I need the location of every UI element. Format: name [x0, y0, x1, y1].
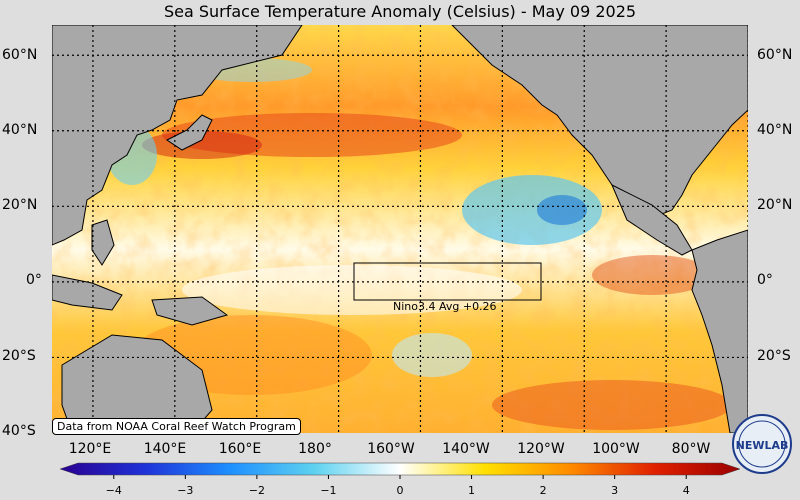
lon-label-120e: 120°E	[68, 441, 112, 457]
newlab-logo: NEWLAB	[731, 413, 793, 475]
lon-label-160w: 160°W	[367, 441, 415, 457]
lat-label-left-40s: 40°S	[2, 423, 36, 439]
colorbar-tick-label: −3	[177, 484, 194, 497]
south-america-land	[691, 229, 748, 433]
australia-land	[61, 334, 213, 433]
lat-label-left-60n: 60°N	[2, 47, 38, 63]
lat-label-right-0: 0°	[757, 272, 773, 288]
nino34-box	[353, 262, 542, 301]
nino34-average-label: Nino3.4 Avg +0.26	[393, 300, 497, 313]
colorbar: −4 −3 −2 −1 0 1 2 3 4	[59, 462, 741, 498]
lon-label-160e: 160°E	[218, 441, 262, 457]
lat-label-left-40n: 40°N	[2, 122, 38, 138]
lon-label-180: 180°	[298, 441, 332, 457]
lat-label-right-40n: 40°N	[757, 122, 793, 138]
colorbar-tick-label: −2	[248, 484, 265, 497]
lat-label-right-60n: 60°N	[757, 47, 793, 63]
data-credit: Data from NOAA Coral Reef Watch Program	[52, 418, 301, 435]
lat-label-right-20n: 20°N	[757, 197, 793, 213]
lon-label-100w: 100°W	[592, 441, 640, 457]
lat-label-right-20s: 20°S	[757, 348, 791, 364]
lat-label-left-20n: 20°N	[2, 197, 38, 213]
colorbar-tick-label: −4	[105, 484, 122, 497]
colorbar-tick-label: 3	[611, 484, 619, 497]
graticule	[52, 25, 748, 433]
asia-land	[52, 25, 303, 246]
sst-anomaly-map	[52, 25, 748, 433]
colorbar-tick-label: 0	[396, 484, 404, 497]
lon-label-80w: 80°W	[671, 441, 711, 457]
cool-anomaly-east-pacific	[462, 175, 602, 245]
landmasses	[52, 25, 748, 433]
logo-text: NEWLAB	[736, 439, 789, 452]
colorbar-tick-label: 1	[468, 484, 476, 497]
map-title: Sea Surface Temperature Anomaly (Celsius…	[163, 2, 637, 21]
colorbar-fill	[59, 462, 741, 476]
central-america-land	[611, 183, 693, 256]
lat-label-left-0: 0°	[26, 272, 42, 288]
lon-label-140e: 140°E	[143, 441, 187, 457]
indonesia-land	[52, 274, 123, 311]
colorbar-tick-label: −1	[320, 484, 337, 497]
japan-land	[166, 114, 213, 151]
colorbar-tick-label: 4	[682, 484, 690, 497]
colorbar-tick-label: 2	[539, 484, 547, 497]
new-guinea-land	[151, 296, 229, 326]
philippines-land	[91, 219, 115, 266]
lat-label-left-20s: 20°S	[2, 348, 36, 364]
lon-label-140w: 140°W	[442, 441, 490, 457]
lon-label-120w: 120°W	[517, 441, 565, 457]
